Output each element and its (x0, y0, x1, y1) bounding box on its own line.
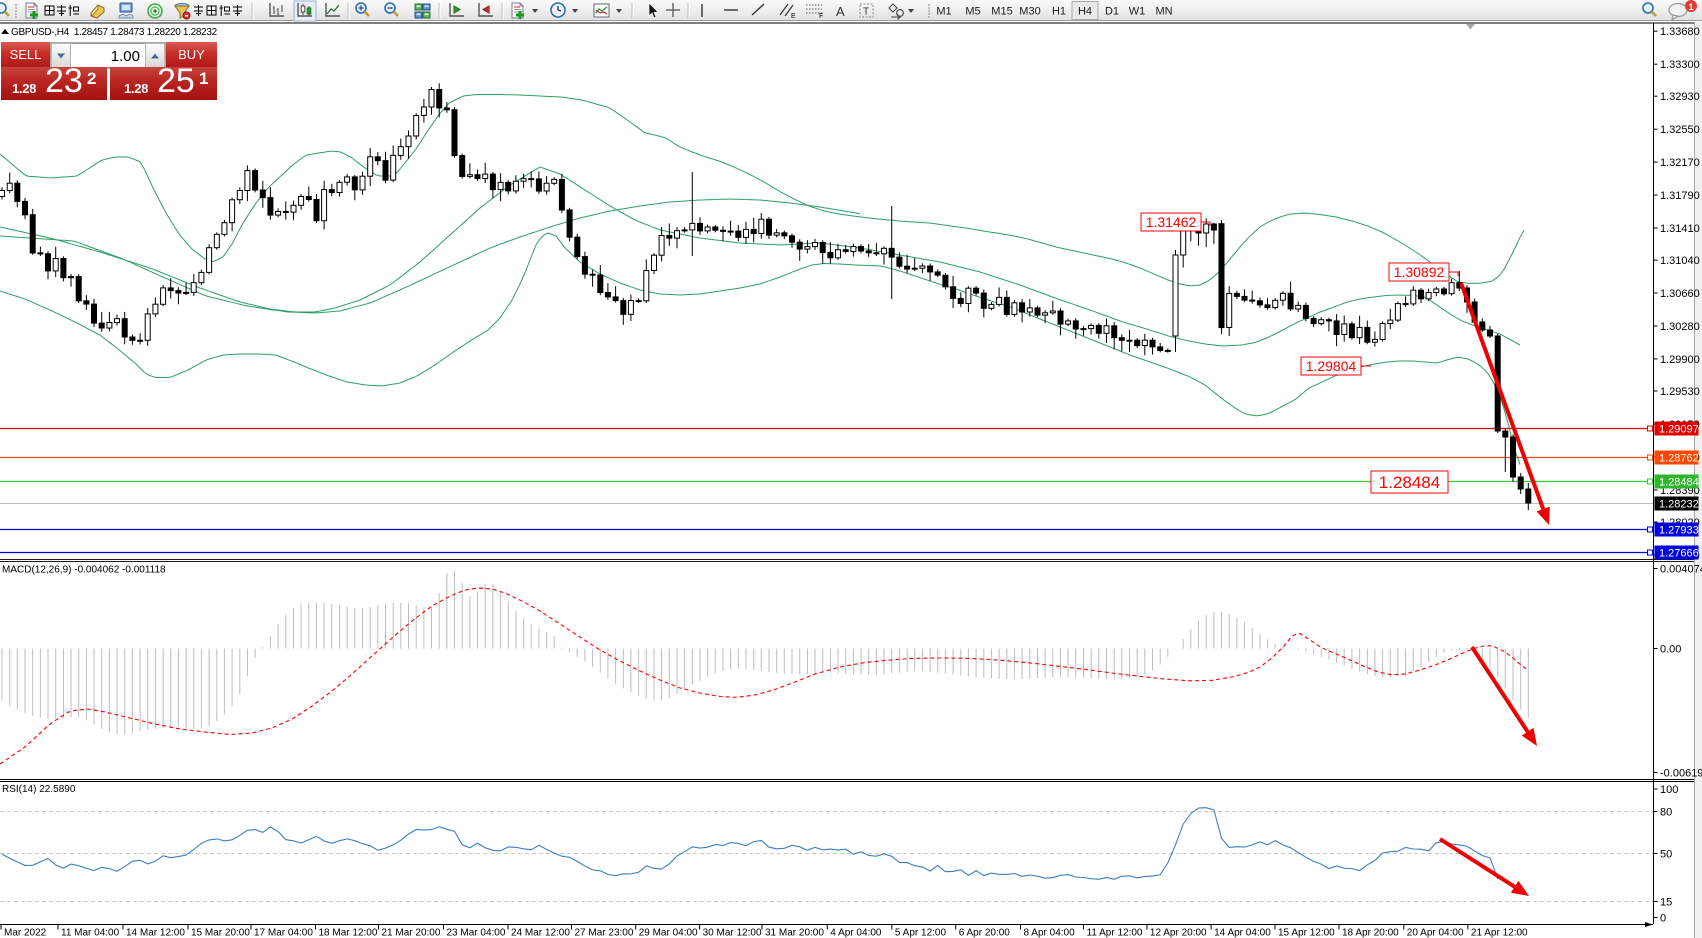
svg-text:11 Apr 12:00: 11 Apr 12:00 (1087, 928, 1143, 938)
svg-text:F: F (819, 13, 823, 20)
svg-text:H4: H4 (1078, 6, 1092, 18)
svg-text:E: E (791, 13, 796, 20)
svg-text:12 Apr 20:00: 12 Apr 20:00 (1150, 928, 1207, 938)
svg-text:80: 80 (1660, 807, 1672, 819)
svg-text:M15: M15 (991, 6, 1012, 18)
svg-text:1.31040: 1.31040 (1660, 255, 1700, 267)
svg-text:15: 15 (1660, 897, 1672, 909)
svg-text:20 Apr 04:00: 20 Apr 04:00 (1407, 928, 1464, 938)
svg-text:A: A (836, 4, 845, 19)
svg-text:21 Apr 12:00: 21 Apr 12:00 (1471, 928, 1528, 938)
svg-text:17 Mar 04:00: 17 Mar 04:00 (254, 928, 313, 938)
svg-text:1.29804: 1.29804 (1306, 358, 1357, 374)
svg-text:0: 0 (1660, 913, 1666, 925)
svg-text:1: 1 (1688, 2, 1694, 13)
svg-text:50: 50 (1660, 849, 1672, 861)
svg-text:1.32170: 1.32170 (1660, 157, 1700, 169)
svg-text:1.31462: 1.31462 (1146, 214, 1197, 230)
svg-text:1.28762: 1.28762 (1659, 453, 1699, 465)
svg-text:100: 100 (1660, 784, 1678, 796)
svg-text:M30: M30 (1019, 6, 1040, 18)
svg-text:MN: MN (1155, 6, 1172, 18)
svg-text:D1: D1 (1105, 6, 1119, 18)
svg-text:5 Apr 12:00: 5 Apr 12:00 (895, 928, 947, 938)
svg-text:6 Apr 20:00: 6 Apr 20:00 (959, 928, 1011, 938)
svg-text:1.27933: 1.27933 (1659, 525, 1699, 537)
svg-text:M5: M5 (965, 6, 980, 18)
svg-text:31 Mar 20:00: 31 Mar 20:00 (765, 928, 824, 938)
svg-text:1.32930: 1.32930 (1660, 91, 1700, 103)
svg-text:8 Apr 04:00: 8 Apr 04:00 (1024, 928, 1076, 938)
svg-text:GBPUSD-,H4 1.28457 1.28473 1.: GBPUSD-,H4 1.28457 1.28473 1.28220 1.282… (11, 27, 218, 38)
svg-text:24 Mar 12:00: 24 Mar 12:00 (511, 928, 570, 938)
svg-text:21 Mar 20:00: 21 Mar 20:00 (382, 928, 441, 938)
svg-text:14 Apr 04:00: 14 Apr 04:00 (1214, 928, 1271, 938)
svg-text:14 Mar 12:00: 14 Mar 12:00 (126, 928, 185, 938)
svg-text:27 Mar 23:00: 27 Mar 23:00 (575, 928, 634, 938)
svg-text:H1: H1 (1052, 6, 1066, 18)
svg-text:30 Mar 12:00: 30 Mar 12:00 (703, 928, 762, 938)
svg-text:RSI(14) 22.5890: RSI(14) 22.5890 (2, 784, 76, 795)
svg-text:18 Mar 12:00: 18 Mar 12:00 (319, 928, 378, 938)
svg-text:23 Mar 04:00: 23 Mar 04:00 (447, 928, 506, 938)
svg-text:Mar 2022: Mar 2022 (4, 928, 47, 938)
svg-text:1.28484: 1.28484 (1659, 477, 1699, 489)
svg-text:0.004074: 0.004074 (1660, 564, 1702, 576)
svg-text:1.28232: 1.28232 (1659, 499, 1699, 511)
svg-text:29 Mar 04:00: 29 Mar 04:00 (639, 928, 698, 938)
svg-text:1.31410: 1.31410 (1660, 223, 1700, 235)
svg-text:1.30892: 1.30892 (1394, 264, 1445, 280)
svg-text:1.29097: 1.29097 (1659, 424, 1699, 436)
svg-text:T: T (863, 7, 869, 18)
svg-text:1.27666: 1.27666 (1659, 548, 1699, 560)
svg-text:0.00: 0.00 (1660, 644, 1681, 656)
svg-text:1.33300: 1.33300 (1660, 59, 1700, 71)
svg-text:MACD(12,26,9) -0.004062 -0.001: MACD(12,26,9) -0.004062 -0.001118 (2, 565, 166, 576)
svg-text:1.29900: 1.29900 (1660, 354, 1700, 366)
svg-text:1.30280: 1.30280 (1660, 321, 1700, 333)
svg-text:18 Apr 20:00: 18 Apr 20:00 (1342, 928, 1399, 938)
svg-text:M1: M1 (936, 6, 951, 18)
svg-text:W1: W1 (1129, 6, 1146, 18)
svg-text:4 Apr 04:00: 4 Apr 04:00 (830, 928, 882, 938)
svg-text:1.30660: 1.30660 (1660, 288, 1700, 300)
svg-text:-0.00619: -0.00619 (1660, 768, 1702, 780)
svg-text:11 Mar 04:00: 11 Mar 04:00 (61, 928, 120, 938)
svg-text:1.31790: 1.31790 (1660, 190, 1700, 202)
svg-text:1.28484: 1.28484 (1379, 473, 1440, 492)
svg-text:15 Mar 20:00: 15 Mar 20:00 (191, 928, 250, 938)
svg-text:1.29530: 1.29530 (1660, 386, 1700, 398)
svg-text:1.32550: 1.32550 (1660, 124, 1700, 136)
svg-text:15 Apr 12:00: 15 Apr 12:00 (1278, 928, 1335, 938)
svg-text:1.33680: 1.33680 (1660, 26, 1700, 38)
